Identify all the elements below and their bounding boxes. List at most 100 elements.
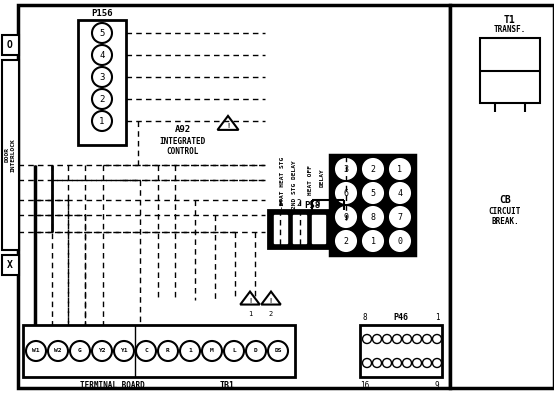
- Circle shape: [158, 341, 178, 361]
- Bar: [2, 35, 19, 55]
- Text: X: X: [7, 260, 13, 270]
- Text: 8: 8: [371, 213, 376, 222]
- Text: 4: 4: [398, 188, 403, 198]
- Text: 2: 2: [297, 199, 301, 209]
- Text: 3: 3: [316, 199, 320, 209]
- Text: T1: T1: [504, 15, 516, 25]
- Circle shape: [433, 335, 442, 344]
- Text: 5: 5: [371, 188, 376, 198]
- Text: DS: DS: [274, 348, 282, 354]
- Text: 1: 1: [248, 311, 252, 317]
- Text: 1: 1: [188, 348, 192, 354]
- Circle shape: [92, 341, 112, 361]
- Circle shape: [433, 359, 442, 367]
- Bar: [23, 325, 295, 377]
- Text: M: M: [210, 348, 214, 354]
- Bar: [78, 20, 126, 145]
- Text: 16: 16: [360, 380, 370, 389]
- Circle shape: [336, 159, 356, 179]
- Circle shape: [363, 207, 383, 227]
- Circle shape: [136, 341, 156, 361]
- Text: P46: P46: [393, 312, 408, 322]
- Circle shape: [92, 89, 112, 109]
- Text: 1: 1: [99, 117, 105, 126]
- Bar: [293, 215, 306, 243]
- Circle shape: [224, 341, 244, 361]
- Text: DELAY: DELAY: [320, 169, 325, 187]
- Circle shape: [390, 183, 410, 203]
- Text: HEAT OFF: HEAT OFF: [307, 165, 312, 195]
- Text: INTEGRATED: INTEGRATED: [160, 137, 206, 145]
- Circle shape: [268, 341, 288, 361]
- Text: 2: 2: [99, 94, 105, 103]
- Text: BREAK.: BREAK.: [491, 216, 519, 226]
- Circle shape: [423, 359, 432, 367]
- Text: G: G: [78, 348, 82, 354]
- Text: C: C: [144, 348, 148, 354]
- Circle shape: [390, 207, 410, 227]
- Text: 8: 8: [363, 312, 367, 322]
- Text: 3: 3: [99, 73, 105, 81]
- Circle shape: [336, 207, 356, 227]
- Text: 3: 3: [343, 164, 348, 173]
- Text: T-STAT HEAT STG: T-STAT HEAT STG: [280, 157, 285, 213]
- Circle shape: [362, 335, 372, 344]
- Circle shape: [413, 335, 422, 344]
- Text: DOOR
INTERLOCK: DOOR INTERLOCK: [4, 138, 16, 172]
- Text: 4: 4: [99, 51, 105, 60]
- Circle shape: [423, 335, 432, 344]
- Text: W1: W1: [32, 348, 40, 354]
- Text: CIRCUIT: CIRCUIT: [489, 207, 521, 216]
- Text: P156: P156: [91, 9, 113, 17]
- Text: Y1: Y1: [120, 348, 128, 354]
- Circle shape: [390, 231, 410, 251]
- Text: 2: 2: [269, 311, 273, 317]
- Text: 1: 1: [398, 164, 403, 173]
- Text: 9: 9: [435, 380, 439, 389]
- Circle shape: [48, 341, 68, 361]
- Circle shape: [382, 335, 392, 344]
- Text: R: R: [166, 348, 170, 354]
- Text: 0: 0: [398, 237, 403, 246]
- Text: L: L: [232, 348, 236, 354]
- Text: 4: 4: [335, 199, 339, 209]
- Circle shape: [372, 335, 382, 344]
- Circle shape: [392, 359, 402, 367]
- Bar: [480, 38, 540, 103]
- Circle shape: [403, 359, 412, 367]
- Text: TB1: TB1: [219, 380, 234, 389]
- Bar: [330, 155, 415, 255]
- Text: 1: 1: [278, 199, 283, 209]
- Text: 1: 1: [371, 237, 376, 246]
- Circle shape: [336, 231, 356, 251]
- Circle shape: [382, 359, 392, 367]
- Bar: [274, 215, 287, 243]
- Bar: [360, 325, 442, 377]
- Text: 2ND STG DELAY: 2ND STG DELAY: [293, 161, 297, 209]
- Text: 2: 2: [371, 164, 376, 173]
- Circle shape: [362, 359, 372, 367]
- Circle shape: [413, 359, 422, 367]
- Bar: [2, 255, 19, 275]
- Circle shape: [202, 341, 222, 361]
- Text: CB: CB: [499, 195, 511, 205]
- Bar: [18, 5, 450, 388]
- Bar: [312, 215, 325, 243]
- Text: TRANSF.: TRANSF.: [494, 26, 526, 34]
- Text: TERMINAL BOARD: TERMINAL BOARD: [80, 380, 145, 389]
- Circle shape: [92, 23, 112, 43]
- Text: !: !: [269, 298, 273, 304]
- Circle shape: [363, 159, 383, 179]
- Circle shape: [363, 183, 383, 203]
- Text: !: !: [248, 298, 252, 304]
- Text: 1: 1: [435, 312, 439, 322]
- Bar: [450, 5, 554, 388]
- Circle shape: [114, 341, 134, 361]
- Circle shape: [403, 335, 412, 344]
- Text: !: !: [226, 123, 230, 129]
- Text: 5: 5: [99, 28, 105, 38]
- Circle shape: [246, 341, 266, 361]
- Circle shape: [180, 341, 200, 361]
- Text: W2: W2: [54, 348, 61, 354]
- Circle shape: [390, 159, 410, 179]
